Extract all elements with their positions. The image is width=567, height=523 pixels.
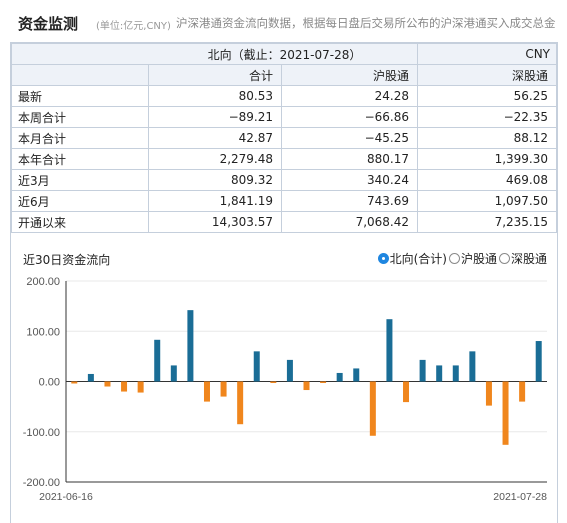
cell-sh: 880.17	[281, 148, 418, 170]
bar	[253, 351, 260, 382]
bar	[436, 365, 443, 382]
chart-section-title: 近30日资金流向	[23, 253, 111, 267]
bar	[403, 381, 410, 403]
series-selector: 北向(合计) 沪股通 深股通	[377, 250, 547, 267]
cell-total: 80.53	[148, 85, 282, 107]
radio-selected-icon[interactable]	[377, 253, 389, 264]
bar	[154, 339, 161, 382]
bar	[353, 368, 360, 382]
cell-sh: 743.69	[281, 190, 418, 212]
page-header: 资金监测 (单位:亿元,CNY) 沪深港通资金流向数据，根据每日盘后交易所公布的…	[0, 0, 567, 40]
bar	[104, 381, 111, 387]
table-row: 开通以来 14,303.57 7,068.42 7,235.15	[11, 211, 557, 233]
bar	[336, 372, 343, 382]
northbound-summary-table: 北向（截止：2021-07-28） CNY 合计 沪股通 深股通 最新 80.5…	[11, 43, 557, 233]
table-row: 最新 80.53 24.28 56.25	[11, 85, 557, 107]
bar	[270, 381, 277, 384]
cell-sz: 56.25	[417, 85, 557, 107]
bar	[303, 381, 310, 391]
bar	[469, 351, 476, 382]
cell-sh: 7,068.42	[281, 211, 418, 233]
bar	[320, 381, 327, 384]
x-start-label: 2021-06-16	[39, 491, 93, 503]
bar	[519, 381, 526, 402]
table-row: 近6月 1,841.19 743.69 1,097.50	[11, 190, 557, 212]
row-label: 开通以来	[11, 211, 149, 233]
bar	[535, 341, 542, 382]
table-row: 本年合计 2,279.48 880.17 1,399.30	[11, 148, 557, 170]
y-tick-label: -200.00	[23, 477, 60, 489]
bar	[170, 365, 177, 382]
cell-total: 1,841.19	[148, 190, 282, 212]
y-tick-label: 200.00	[26, 276, 60, 288]
bar	[452, 365, 459, 382]
radio-unselected-icon[interactable]	[448, 253, 460, 264]
bar	[220, 381, 227, 397]
fund-flow-panel: 北向（截止：2021-07-28） CNY 合计 沪股通 深股通 最新 80.5…	[10, 42, 558, 523]
bar	[485, 381, 492, 406]
bar	[187, 310, 194, 382]
page-title: 资金监测	[18, 15, 79, 33]
bar	[87, 373, 94, 382]
page-description: 沪深港通资金流向数据，根据每日盘后交易所公布的沪深港通买入成交总金	[176, 16, 556, 30]
table-row: 近3月 809.32 340.24 469.08	[11, 169, 557, 191]
radio-label[interactable]: 深股通	[510, 252, 547, 266]
column-header-sz: 深股通	[417, 64, 557, 86]
row-label: 本年合计	[11, 148, 149, 170]
table-caption: 北向（截止：2021-07-28）	[11, 43, 418, 65]
radio-label[interactable]: 北向(合计)	[389, 252, 447, 266]
cell-sz: 7,235.15	[417, 211, 557, 233]
bar	[137, 381, 144, 393]
cell-sz: 88.12	[417, 127, 557, 149]
row-label: 本周合计	[11, 106, 149, 128]
bar	[203, 381, 210, 402]
y-tick-label: -100.00	[23, 427, 60, 439]
bar	[71, 381, 78, 384]
cell-total: 809.32	[148, 169, 282, 191]
radio-unselected-icon[interactable]	[498, 253, 510, 264]
column-header-blank	[11, 64, 149, 86]
cell-sz: −22.35	[417, 106, 557, 128]
radio-northbound-total[interactable]: 北向(合计)	[377, 250, 447, 267]
column-header-total: 合计	[148, 64, 282, 86]
bar	[237, 381, 244, 425]
radio-sh-connect[interactable]: 沪股通	[448, 250, 497, 267]
bar	[502, 381, 509, 445]
y-tick-label: 100.00	[26, 326, 60, 338]
radio-label[interactable]: 沪股通	[460, 252, 497, 266]
bar	[121, 381, 128, 392]
bar	[369, 381, 376, 436]
bar	[386, 319, 393, 382]
bar	[286, 359, 293, 382]
table-caption-row: 北向（截止：2021-07-28） CNY	[11, 43, 557, 65]
bar	[419, 359, 426, 382]
table-header-row: 合计 沪股通 深股通	[11, 64, 557, 86]
x-end-label: 2021-07-28	[493, 491, 547, 503]
radio-sz-connect[interactable]: 深股通	[498, 250, 547, 267]
table-row: 本周合计 −89.21 −66.86 −22.35	[11, 106, 557, 128]
unit-note: (单位:亿元,CNY)	[96, 21, 171, 32]
cell-total: 14,303.57	[148, 211, 282, 233]
cell-sz: 1,097.50	[417, 190, 557, 212]
fund-flow-bar-chart: 200.00 100.00 0.00 -100.00 -200.00 2021-06-16…	[23, 276, 547, 503]
y-tick-label: 0.00	[39, 377, 60, 389]
currency-label: CNY	[417, 43, 557, 65]
